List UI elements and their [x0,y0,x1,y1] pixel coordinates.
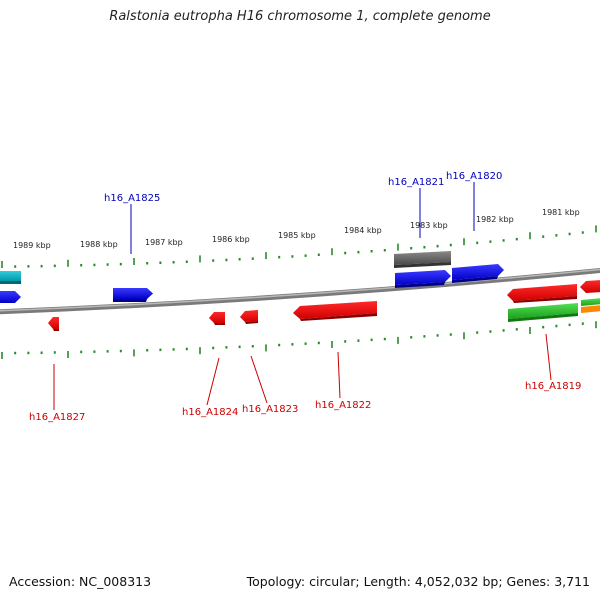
gene-h16-a1824[interactable] [209,312,225,325]
chromosome-backbone [0,267,600,315]
gene-label-h16-a1824: h16_A1824 [182,407,238,418]
gene-h16-a1823[interactable] [240,310,258,324]
chromosome-backbone-highlight [0,268,600,312]
gene-label-h16-a1820: h16_A1820 [446,171,502,182]
gene-green-right-edge[interactable] [581,298,600,313]
gene-label-h16-a1823: h16_A1823 [242,404,298,415]
gene-red-right-edge[interactable] [580,280,600,293]
gene-h16-a1819[interactable] [507,284,577,303]
gene-label-h16-a1825: h16_A1825 [104,193,160,204]
kbp-label-1981: 1981 kbp [542,208,580,217]
top-tick-track [1,225,597,268]
kbp-label-1986: 1986 kbp [212,235,250,244]
kbp-label-1982: 1982 kbp [476,215,514,224]
callout-lines [53,182,552,410]
gene-forward-left-edge[interactable] [0,291,21,303]
kbp-label-1983: 1983 kbp [410,221,448,230]
gene-pseudo-gray[interactable] [394,251,451,268]
kbp-label-1984: 1984 kbp [344,226,382,235]
gene-label-h16-a1821: h16_A1821 [388,177,444,188]
gene-label-h16-a1827: h16_A1827 [29,412,85,423]
gene-cyan-partial[interactable] [0,271,21,284]
gene-h16-a1825[interactable] [113,288,153,302]
gene-label-h16-a1819: h16_A1819 [525,381,581,392]
kbp-label-1988: 1988 kbp [80,240,118,249]
gene-h16-a1821[interactable] [395,270,451,288]
gene-h16-a1820[interactable] [452,264,504,283]
accession-text: Accession: NC_008313 [9,574,152,589]
bottom-tick-track [1,321,597,359]
gene-label-h16-a1822: h16_A1822 [315,400,371,411]
kbp-label-1987: 1987 kbp [145,238,183,247]
gene-rna-green[interactable] [508,303,578,322]
gene-h16-a1822[interactable] [293,301,377,321]
gene-h16-a1827[interactable] [48,317,59,331]
kbp-label-1989: 1989 kbp [13,241,51,250]
kbp-label-1985: 1985 kbp [278,231,316,240]
map-title: Ralstonia eutropha H16 chromosome 1, com… [109,9,491,24]
summary-text: Topology: circular; Length: 4,052,032 bp… [246,574,590,589]
